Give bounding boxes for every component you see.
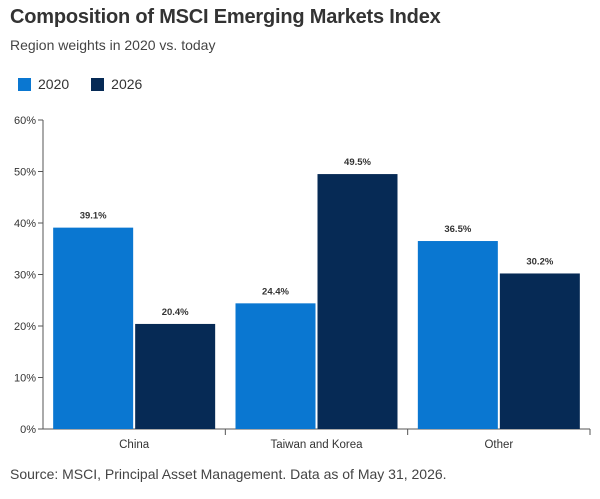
y-tick-label: 30% [14,270,36,282]
legend-label-2020: 2020 [38,76,70,92]
legend-swatch-2026 [91,77,105,91]
data-label: 24.4% [262,286,289,297]
source-note: Source: MSCI, Principal Asset Management… [10,466,447,482]
legend-item-2026: 2026 [91,76,142,92]
chart-subtitle: Region weights in 2020 vs. today [10,37,216,53]
legend: 2020 2026 [18,76,164,92]
x-category-label: China [119,439,150,451]
x-category-label: Other [484,439,513,451]
y-tick-label: 10% [14,373,36,385]
y-tick-label: 50% [14,167,36,179]
legend-swatch-2020 [18,77,31,91]
x-category-label: Taiwan and Korea [270,439,363,451]
bar-2026-2 [499,273,580,429]
bar-2020-0 [53,227,134,429]
legend-item-2020: 2020 [18,76,69,92]
bar-2020-2 [417,241,498,429]
data-label: 49.5% [344,157,371,168]
bar-2020-1 [235,303,316,429]
bar-2026-1 [317,174,398,429]
y-tick-label: 20% [14,321,36,333]
data-label: 30.2% [526,256,553,267]
chart-title: Composition of MSCI Emerging Markets Ind… [10,6,441,28]
legend-label-2026: 2026 [111,76,143,92]
y-tick-label: 0% [20,424,36,436]
y-tick-label: 60% [14,115,36,127]
data-label: 36.5% [444,224,471,235]
y-tick-label: 40% [14,218,36,230]
data-label: 39.1% [80,211,107,222]
bar-2026-0 [135,323,216,429]
data-label: 20.4% [162,307,189,318]
